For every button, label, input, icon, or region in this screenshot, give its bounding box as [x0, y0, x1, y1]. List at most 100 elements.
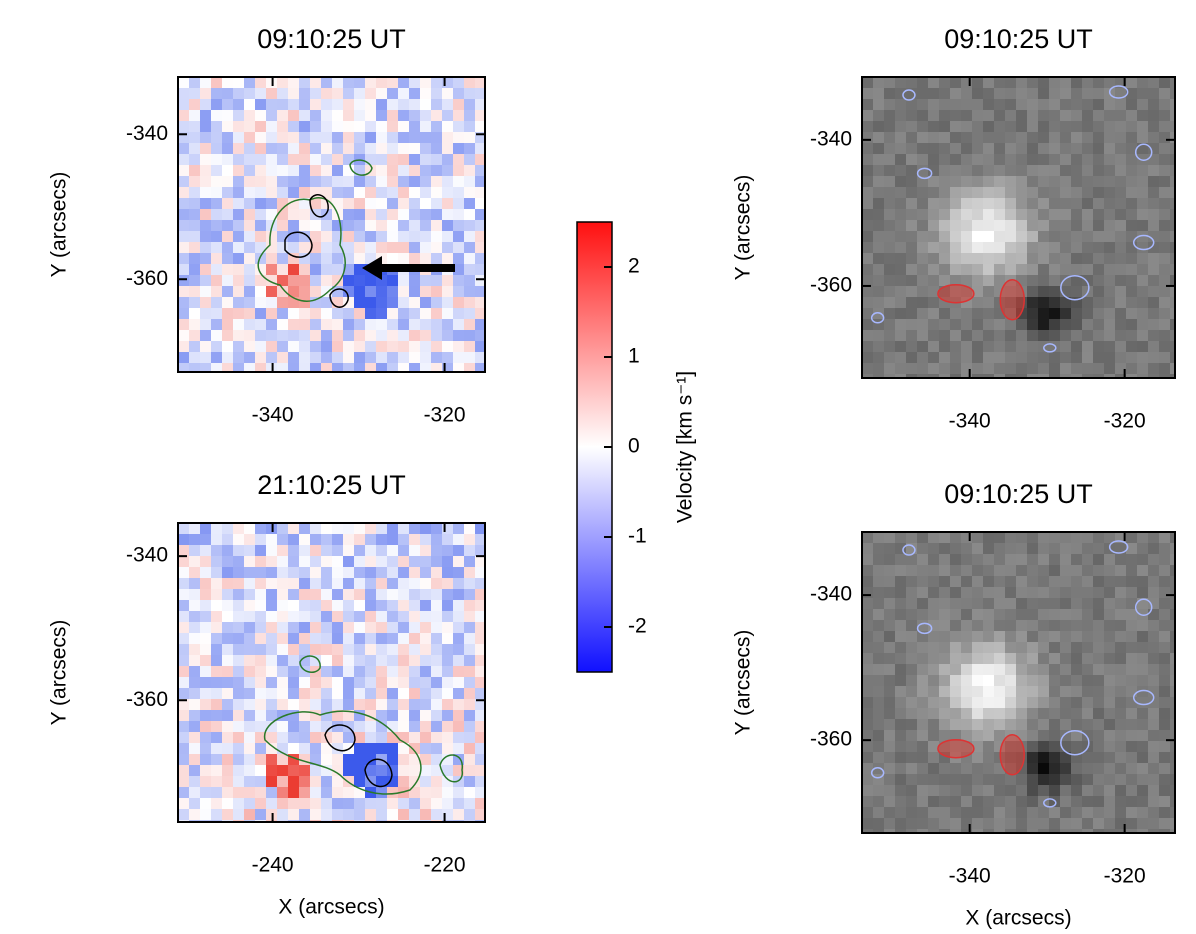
pixel [189, 666, 200, 677]
pixel [222, 644, 233, 655]
pixel [321, 589, 332, 600]
pixel [475, 275, 485, 286]
pixel [917, 796, 928, 807]
pixel [939, 565, 950, 576]
pixel [431, 677, 442, 688]
pixel [1159, 708, 1170, 719]
pixel [994, 807, 1005, 818]
pixel [1104, 319, 1115, 330]
pixel [983, 176, 994, 187]
pixel [1093, 297, 1104, 308]
pixel [1137, 363, 1148, 374]
pixel [917, 88, 928, 99]
pixel [453, 176, 464, 187]
pixel [961, 686, 972, 697]
pixel [420, 589, 431, 600]
pixel [1137, 88, 1148, 99]
pixel [189, 677, 200, 688]
pixel [299, 578, 310, 589]
pixel [884, 176, 895, 187]
pixel [442, 600, 453, 611]
pixel [1159, 609, 1170, 620]
pixel [409, 308, 420, 319]
pixel [1148, 587, 1159, 598]
pixel [972, 319, 983, 330]
pixel [266, 765, 277, 776]
pixel [950, 319, 961, 330]
pixel [895, 253, 906, 264]
pixel [1126, 576, 1137, 587]
pixel [994, 719, 1005, 730]
pixel [1148, 675, 1159, 686]
pixel [1038, 532, 1049, 543]
pixel [1027, 719, 1038, 730]
pixel [1104, 587, 1115, 598]
pixel [409, 176, 420, 187]
y-axis-label: Y (arcsecs) [48, 172, 71, 278]
pixel [420, 165, 431, 176]
pixel [464, 330, 475, 341]
pixel [950, 543, 961, 554]
pixel [277, 352, 288, 363]
pixel [972, 807, 983, 818]
pixel [442, 743, 453, 754]
pixel [917, 741, 928, 752]
pixel [299, 534, 310, 545]
pixel [255, 809, 266, 820]
pixel [464, 798, 475, 809]
pixel [906, 796, 917, 807]
pixel [906, 785, 917, 796]
pixel [917, 187, 928, 198]
pixel [431, 556, 442, 567]
pixel [1159, 242, 1170, 253]
pixel [1049, 587, 1060, 598]
pixel [1049, 719, 1060, 730]
pixel [200, 341, 211, 352]
pixel [365, 209, 376, 220]
pixel [189, 198, 200, 209]
pixel [299, 209, 310, 220]
pixel [1148, 88, 1159, 99]
pixel [939, 99, 950, 110]
pixel [178, 655, 189, 666]
pixel [1126, 242, 1137, 253]
pixel [475, 589, 485, 600]
pixel [365, 132, 376, 143]
pixel [862, 88, 873, 99]
pixel [1159, 341, 1170, 352]
pixel [222, 363, 233, 372]
pixel [895, 763, 906, 774]
pixel [917, 154, 928, 165]
pixel [222, 121, 233, 132]
pixel [1115, 653, 1126, 664]
pixel [983, 99, 994, 110]
pixel [961, 165, 972, 176]
pixel [332, 363, 343, 372]
pixel [873, 198, 884, 209]
pixel [895, 77, 906, 88]
pixel [1038, 275, 1049, 286]
pixel [939, 253, 950, 264]
pixel [442, 633, 453, 644]
pixel [310, 275, 321, 286]
pixel [884, 99, 895, 110]
pixel [1060, 543, 1071, 554]
pixel [244, 352, 255, 363]
pixel [939, 554, 950, 565]
pixel [1027, 297, 1038, 308]
pixel [431, 297, 442, 308]
pixel [1082, 609, 1093, 620]
pixel [277, 776, 288, 787]
pixel [266, 88, 277, 99]
pixel [884, 110, 895, 121]
pixel [321, 655, 332, 666]
pixel [1126, 286, 1137, 297]
pixel [1027, 352, 1038, 363]
pixel [1159, 763, 1170, 774]
pixel [1137, 341, 1148, 352]
pixel [321, 176, 332, 187]
pixel [994, 187, 1005, 198]
pixel [464, 88, 475, 99]
pixel [928, 319, 939, 330]
pixel [387, 655, 398, 666]
